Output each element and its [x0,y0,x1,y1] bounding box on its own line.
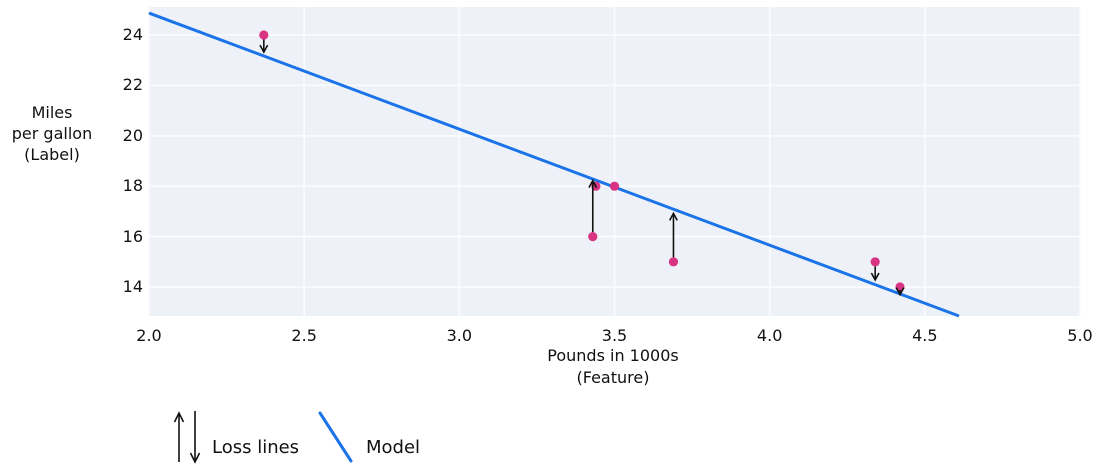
data-point [870,257,880,267]
x-tick-label: 5.0 [1067,326,1093,345]
y-tick-label: 16 [122,226,143,246]
legend-loss-label: Loss lines [212,437,300,458]
loss-arrow [259,39,269,54]
y-tick-label: 18 [122,176,143,196]
x-tick-label: 4.5 [912,326,938,345]
y-tick-label: 24 [122,24,143,44]
loss-lines-icon [173,411,201,464]
y-tick-label: 20 [122,125,143,145]
loss-arrows [259,39,905,297]
data-point [609,181,620,191]
loss-arrow [668,211,678,258]
loss-arrow-head [895,287,905,297]
data-point [668,257,679,267]
loss-arrow [588,178,598,233]
x-axis-title: Pounds in 1000s (Feature) [547,346,679,387]
data-point [588,232,598,242]
x-tick-label: 4.0 [756,326,783,345]
x-tick-label: 2.5 [291,326,317,345]
loss-arrow-head [870,272,880,282]
legend-model-label: Model [366,437,421,458]
loss-arrow [895,287,905,297]
x-tick-label: 3.0 [446,326,473,345]
model-line-icon [318,411,353,463]
data-point [259,30,269,40]
loss-arrow-head [588,178,598,189]
x-tick-label: 3.5 [601,326,628,345]
y-axis-title: Miles per gallon (Label) [11,103,93,164]
loss-arrow-head [668,211,678,221]
data-points [259,30,905,292]
loss-arrow [870,266,880,282]
loss-arrow-head [259,44,269,54]
model-line-segment [148,11,960,318]
model-line [148,11,960,318]
y-tick-label: 22 [122,75,143,95]
y-tick-label: 14 [122,277,143,296]
x-tick-label: 2.0 [136,326,162,345]
